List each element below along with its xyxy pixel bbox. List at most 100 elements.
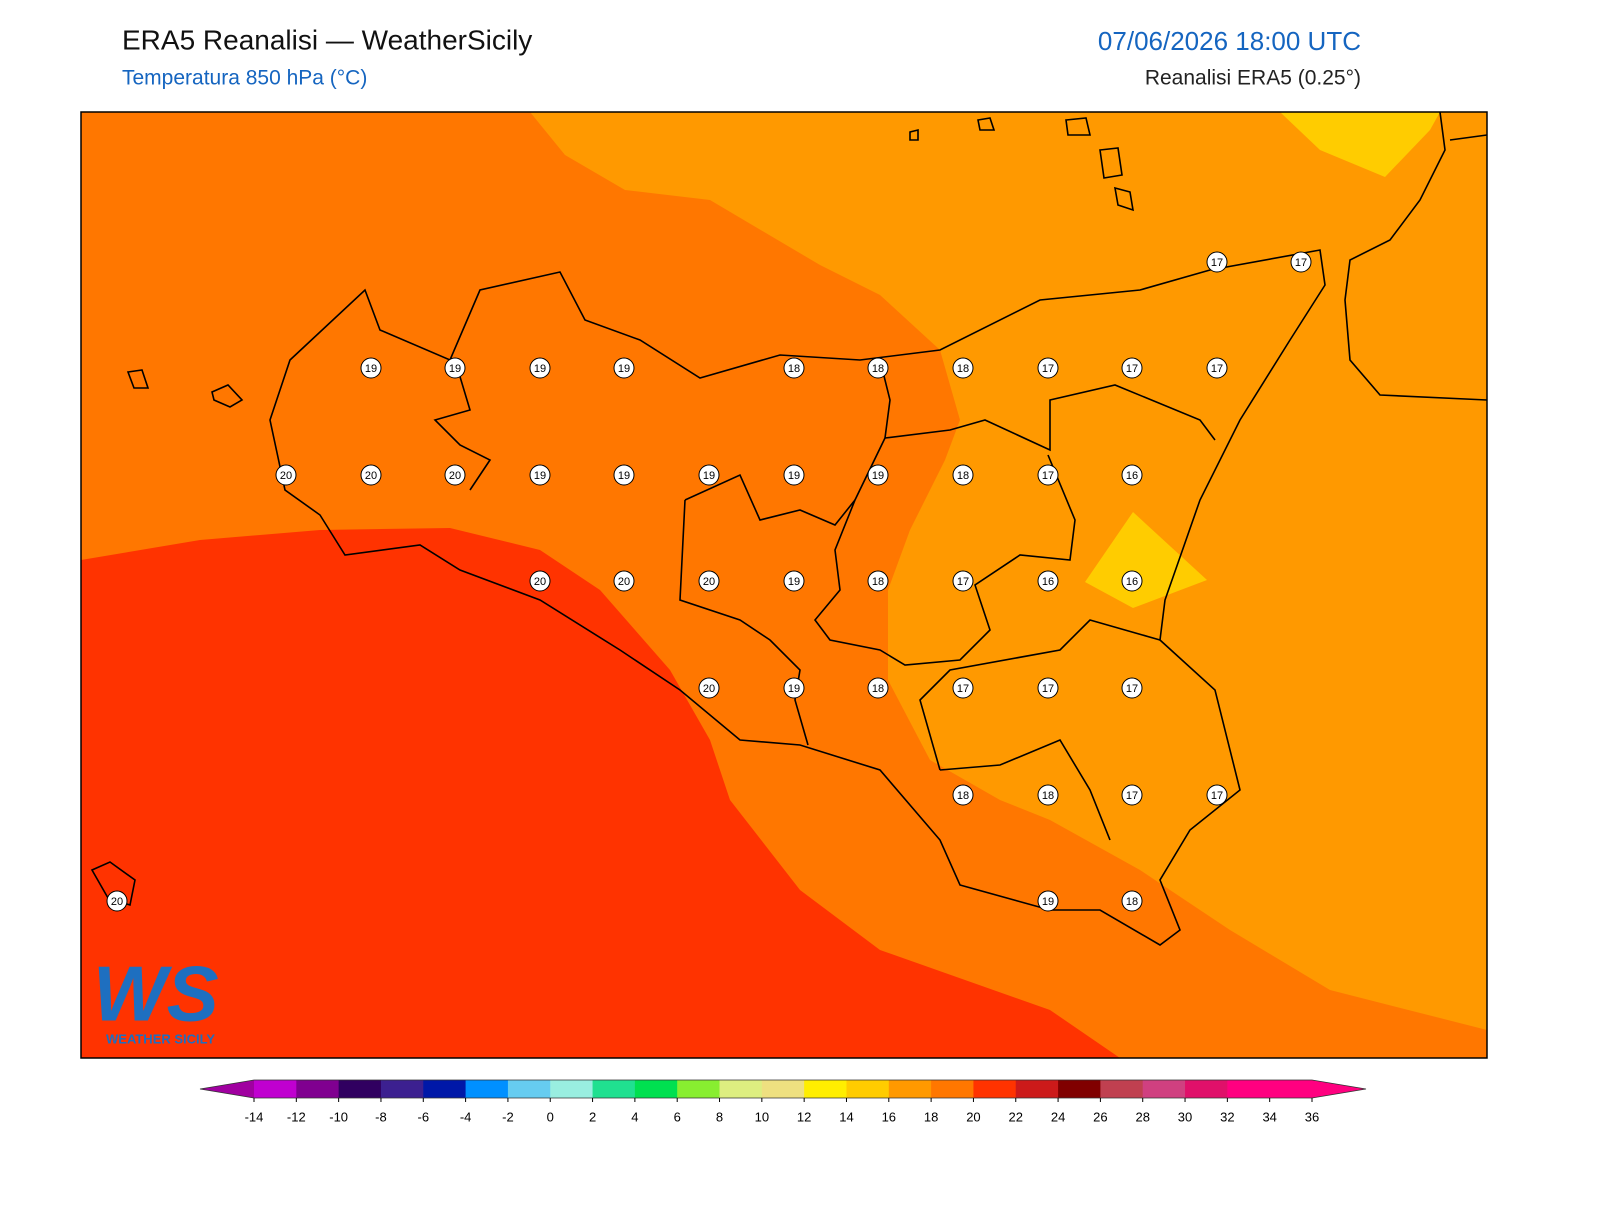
point-value: 18 [872,683,884,695]
point-label: 17 [1290,251,1312,273]
point-value: 19 [788,683,800,695]
point-marker [952,570,974,592]
colorbar-bin [1100,1080,1144,1098]
point-value: 18 [957,470,969,482]
colorbar-under [200,1080,254,1098]
colorbar-bin [804,1080,847,1098]
colorbar-bin [592,1080,636,1098]
point-value: 19 [788,576,800,588]
point-label: 20 [360,464,382,486]
colorbar-bin [380,1080,424,1098]
colorbar-tick-label: 28 [1135,1109,1149,1124]
point-value: 17 [1211,790,1223,802]
colorbar-tick-label: -2 [502,1109,514,1124]
point-label: 17 [952,677,974,699]
colorbar-tick-label: 18 [924,1109,938,1124]
map-frame [80,111,1488,1059]
colorbar-bin [1058,1080,1101,1098]
point-value: 19 [788,470,800,482]
colorbar: -14 -12 -10 -8 -6 -4 -2 0 2 4 6 8 10 12 14 16 18 20 22 24 26… [199,1079,1367,1124]
colorbar-tick-label: 0 [547,1109,554,1124]
colorbar-tick-label: 8 [716,1109,723,1124]
point-label: 17 [1206,357,1228,379]
colorbar-bin [254,1080,297,1098]
colorbar-tick-label: -4 [460,1109,472,1124]
point-label: 18 [783,357,805,379]
colorbar-tick-label: 2 [589,1109,596,1124]
colorbar-bin [1185,1080,1228,1098]
point-label: 18 [952,464,974,486]
colorbar-tick-label: 26 [1093,1109,1107,1124]
point-label: 16 [1037,570,1059,592]
colorbar-bin [1227,1080,1271,1098]
point-marker [275,464,297,486]
point-label: 20 [106,890,128,912]
point-label: 19 [783,570,805,592]
colorbar-bin [973,1080,1017,1098]
point-marker [444,357,466,379]
point-label: 20 [275,464,297,486]
point-marker [698,464,720,486]
point-value: 18 [957,363,969,375]
point-marker [613,570,635,592]
colorbar-tick-label: 22 [1009,1109,1023,1124]
datetime: 07/06/2026 18:00 UTC [1098,26,1361,56]
point-marker [1121,784,1143,806]
point-marker [1037,890,1059,912]
point-label: 19 [783,677,805,699]
colorbar-tick-label: 32 [1220,1109,1234,1124]
point-value: 20 [534,576,546,588]
point-label: 17 [1037,464,1059,486]
colorbar-over [1312,1080,1366,1098]
colorbar-bin [1269,1080,1313,1098]
point-label: 20 [529,570,551,592]
point-marker [529,570,551,592]
colorbar-tick-label: 4 [631,1109,638,1124]
point-marker [783,677,805,699]
colorbar-tick-label: 16 [882,1109,896,1124]
source: Reanalisi ERA5 (0.25°) [1145,67,1361,90]
colorbar-tick-label: 30 [1178,1109,1192,1124]
point-label: 17 [1037,677,1059,699]
colorbar-bin [677,1080,721,1098]
point-label: 18 [867,357,889,379]
point-marker [1206,784,1228,806]
colorbar-bin [761,1080,805,1098]
point-label: 19 [360,357,382,379]
logo-mark: WS [93,950,219,1038]
point-label: 16 [1121,570,1143,592]
point-label: 19 [444,357,466,379]
point-value: 17 [1126,683,1138,695]
band-16-18 [530,112,1487,1030]
point-value: 17 [1126,363,1138,375]
point-label: 17 [1121,677,1143,699]
point-value: 16 [1126,576,1138,588]
point-label: 20 [698,677,720,699]
point-value: 19 [618,470,630,482]
point-value: 16 [1126,470,1138,482]
point-value: 20 [111,896,123,908]
point-label: 18 [952,357,974,379]
point-label: 17 [1121,784,1143,806]
point-marker [867,677,889,699]
point-marker [1037,357,1059,379]
point-marker [613,464,635,486]
point-marker [444,464,466,486]
colorbar-bin [634,1080,678,1098]
subtitle: Temperatura 850 hPa (°C) [122,67,367,90]
colorbar-tick-label: 24 [1051,1109,1065,1124]
point-value: 17 [1211,363,1223,375]
colorbar-tick-label: -8 [375,1109,387,1124]
colorbar-tick-label: 34 [1262,1109,1276,1124]
point-value: 17 [1042,363,1054,375]
point-marker [1121,464,1143,486]
point-label: 18 [867,677,889,699]
point-value: 20 [280,470,292,482]
point-value: 18 [788,363,800,375]
point-marker [783,464,805,486]
colorbar-bin [296,1080,340,1098]
point-marker [867,570,889,592]
point-marker [1037,677,1059,699]
point-value: 17 [1042,470,1054,482]
colorbar-tick-label: 6 [674,1109,681,1124]
